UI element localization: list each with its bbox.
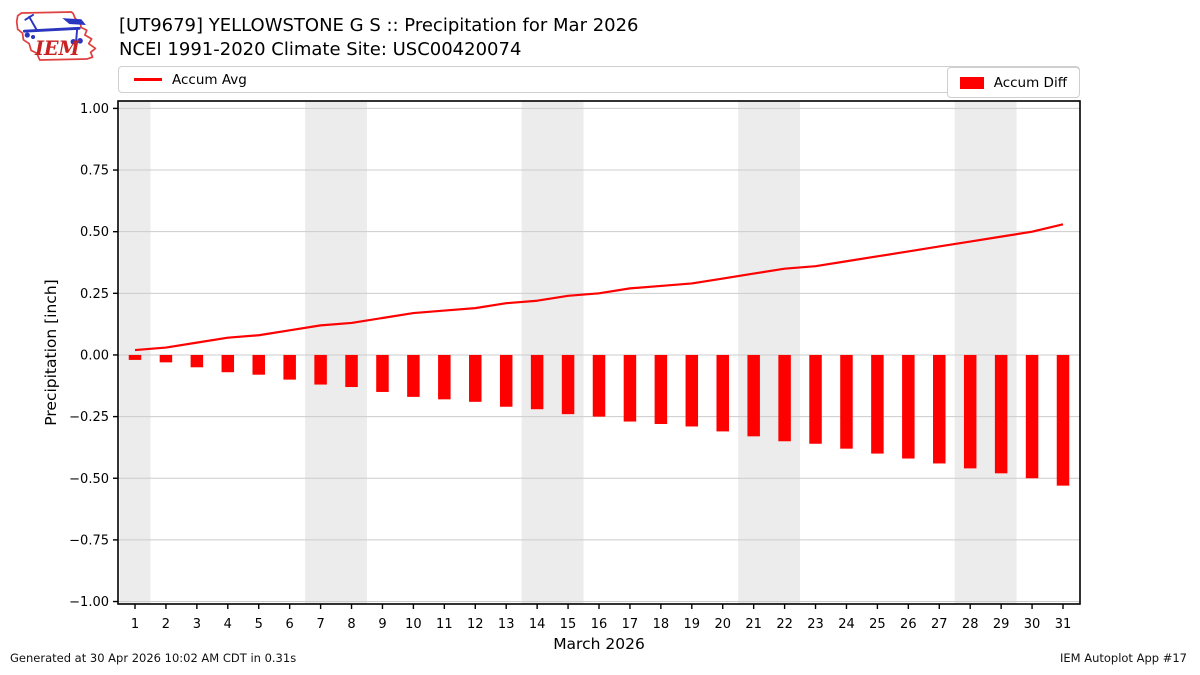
y-tick-label: 0.25 [80,287,109,302]
accum-diff-bar [530,354,544,410]
x-tick-label: 23 [807,617,824,632]
accum-diff-bar [809,354,822,444]
app-credit: IEM Autoplot App #17 [1059,651,1187,665]
iem-logo-text: IEM [34,37,81,60]
accum-diff-bar [438,354,451,400]
accum-diff-bar [469,354,482,402]
x-tick-label: 31 [1055,617,1072,632]
x-tick-label: 26 [900,617,917,632]
x-tick-label: 10 [405,617,422,632]
accum-avg-line-swatch [134,78,162,81]
accum-diff-bar [561,354,575,415]
y-tick-label: −0.25 [69,410,109,425]
accum-diff-bar [778,354,791,442]
x-tick-label: 20 [714,617,731,632]
weekend-band [305,101,367,604]
x-tick-label: 5 [255,617,263,632]
x-tick-label: 25 [869,617,886,632]
accum-diff-bar [376,354,389,392]
x-tick-label: 12 [467,617,484,632]
accum-diff-bar [933,354,946,464]
x-tick-label: 29 [993,617,1010,632]
legend: Accum Avg Accum Diff [118,66,1080,98]
y-axis-label: Precipitation [inch] [42,279,60,425]
accum-diff-bar [592,354,606,417]
y-tick-label: 0.75 [80,164,109,179]
accum-diff-bar [314,354,327,385]
x-tick-label: 7 [316,617,324,632]
x-tick-label: 30 [1024,617,1041,632]
x-tick-label: 14 [529,617,546,632]
accum-diff-bar [716,354,729,432]
x-tick-label: 11 [436,617,453,632]
x-tick-label: 24 [838,617,855,632]
weekend-band [738,101,801,604]
x-axis-label: March 2026 [553,635,645,653]
x-tick-label: 22 [776,617,793,632]
weekend-band [119,101,151,604]
x-tick-label: 28 [962,617,979,632]
accum-diff-bar [499,354,513,407]
accum-diff-bar [1056,354,1070,486]
weekend-band [521,101,584,604]
accum-diff-bar [159,354,173,363]
plot-border [117,100,1081,605]
accum-diff-bar [654,354,668,425]
x-tick-label: 18 [653,617,670,632]
accum-diff-bar [902,354,915,459]
accum-diff-label: Accum Diff [993,74,1067,91]
accum-diff-bar [252,354,265,375]
accum-diff-bar [345,354,358,388]
chart-titles: [UT9679] YELLOWSTONE G S :: Precipitatio… [119,14,639,62]
accum-diff-bar [623,354,637,422]
x-tick-label: 16 [591,617,608,632]
accum-diff-bar [407,354,420,397]
x-tick-label: 21 [745,617,762,632]
x-tick-label: 19 [684,617,701,632]
x-tick-label: 8 [347,617,355,632]
accum-avg-label: Accum Avg [172,71,247,88]
y-tick-label: −0.50 [69,472,109,487]
x-tick-label: 6 [286,617,294,632]
y-tick-label: 1.00 [80,102,109,117]
accum-diff-bar [747,354,760,437]
x-tick-label: 13 [498,617,515,632]
weekend-band [954,101,1017,604]
accum-diff-bar [221,354,235,373]
accum-diff-bar [963,354,977,469]
accum-diff-swatch [959,76,984,89]
y-tick-label: −0.75 [69,533,109,548]
accum-diff-bar [871,354,884,454]
weather-station-icon [22,13,86,45]
x-tick-label: 9 [378,617,386,632]
accum-diff-bar [283,354,296,380]
y-tick-label: −1.00 [69,595,109,610]
x-tick-label: 1 [131,617,139,632]
x-tick-label: 2 [162,617,170,632]
chart-subtitle: NCEI 1991-2020 Climate Site: USC00420074 [119,39,522,60]
x-tick-label: 4 [224,617,232,632]
x-tick-label: 27 [931,617,948,632]
accum-diff-bar [190,354,204,368]
accum-avg-line [134,223,1064,352]
accum-diff-bar [685,354,699,427]
x-tick-label: 17 [622,617,639,632]
x-tick-label: 3 [193,617,201,632]
chart-title: [UT9679] YELLOWSTONE G S :: Precipitatio… [119,15,639,36]
accum-diff-bar [1025,354,1039,479]
precipitation-plot: 1.00 0.75 0.50 0.25 0.00 −0.25 −0.50 −0.75 −1.00… [42,100,1081,653]
generated-timestamp: Generated at 30 Apr 2026 10:02 AM CDT in… [10,651,297,665]
accum-diff-bar [840,354,853,449]
iem-logo: IEM [15,11,97,61]
legend-diff-box: Accum Diff [946,67,1080,98]
x-tick-label: 15 [560,617,577,632]
y-tick-label: 0.00 [80,348,109,363]
accum-diff-bar [128,354,142,360]
accum-diff-bar [994,354,1008,474]
y-tick-label: 0.50 [80,225,109,240]
